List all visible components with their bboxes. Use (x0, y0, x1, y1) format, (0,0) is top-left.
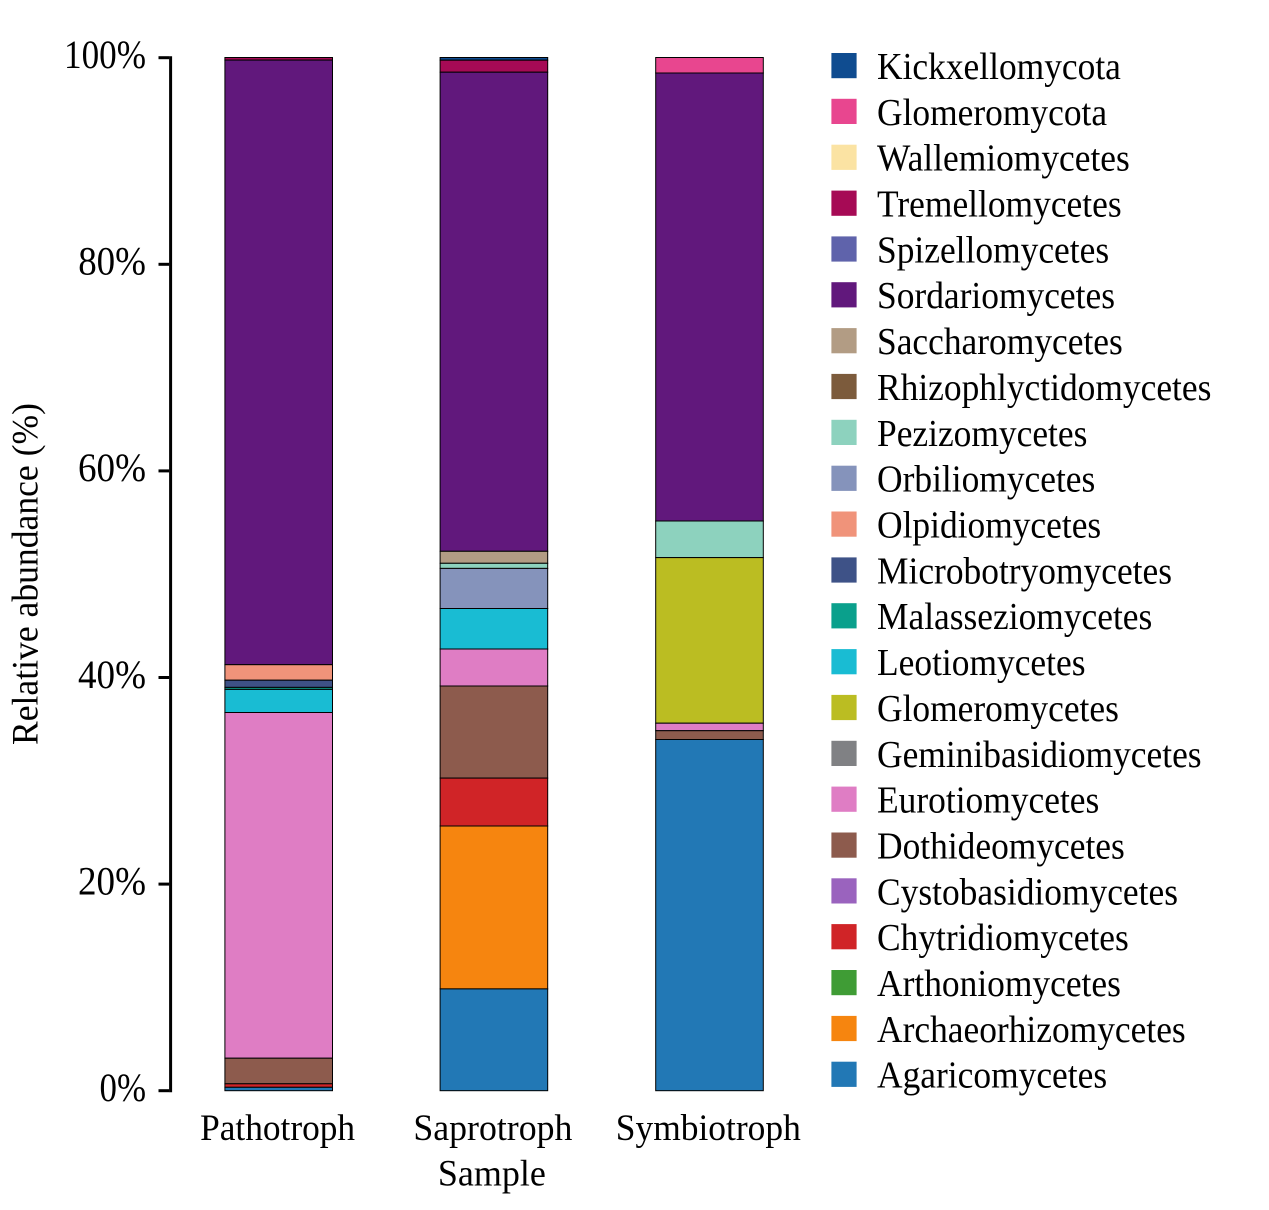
svg-text:Saccharomycetes: Saccharomycetes (877, 321, 1123, 363)
svg-text:Symbiotroph: Symbiotroph (616, 1108, 801, 1149)
svg-text:Sordariomycetes: Sordariomycetes (877, 275, 1115, 317)
svg-text:Malasseziomycetes: Malasseziomycetes (877, 596, 1152, 638)
svg-text:Relative abundance (%): Relative abundance (%) (6, 403, 47, 745)
svg-text:Kickxellomycota: Kickxellomycota (877, 46, 1121, 88)
svg-text:Leotiomycetes: Leotiomycetes (877, 642, 1086, 684)
svg-text:Eurotiomycetes: Eurotiomycetes (877, 780, 1099, 822)
svg-text:Tremellomycetes: Tremellomycetes (877, 184, 1122, 226)
svg-text:Microbotryomycetes: Microbotryomycetes (877, 550, 1172, 592)
svg-text:100%: 100% (64, 32, 146, 77)
svg-text:Sample: Sample (438, 1154, 546, 1195)
svg-text:Glomeromycota: Glomeromycota (877, 92, 1107, 134)
svg-text:Dothideomycetes: Dothideomycetes (877, 826, 1125, 868)
svg-text:Spizellomycetes: Spizellomycetes (877, 229, 1109, 271)
svg-text:Saprotroph: Saprotroph (413, 1108, 572, 1149)
svg-text:80%: 80% (78, 239, 146, 284)
svg-text:Geminibasidiomycetes: Geminibasidiomycetes (877, 734, 1202, 776)
svg-text:60%: 60% (78, 445, 146, 490)
svg-text:Olpidiomycetes: Olpidiomycetes (877, 505, 1101, 547)
svg-text:40%: 40% (78, 652, 146, 697)
svg-text:0%: 0% (100, 1065, 147, 1110)
svg-text:Glomeromycetes: Glomeromycetes (877, 688, 1119, 730)
svg-text:Rhizophlyctidomycetes: Rhizophlyctidomycetes (877, 367, 1211, 409)
svg-text:Wallemiomycetes: Wallemiomycetes (877, 138, 1130, 180)
svg-text:Orbiliomycetes: Orbiliomycetes (877, 459, 1095, 501)
svg-text:Archaeorhizomycetes: Archaeorhizomycetes (877, 1009, 1186, 1051)
svg-text:Cystobasidiomycetes: Cystobasidiomycetes (877, 871, 1178, 913)
svg-text:Arthoniomycetes: Arthoniomycetes (877, 963, 1121, 1005)
svg-text:Pathotroph: Pathotroph (200, 1108, 355, 1149)
svg-text:Agaricomycetes: Agaricomycetes (877, 1055, 1107, 1097)
svg-text:20%: 20% (78, 858, 146, 903)
svg-text:Chytridiomycetes: Chytridiomycetes (877, 917, 1129, 959)
svg-text:Pezizomycetes: Pezizomycetes (877, 413, 1087, 455)
